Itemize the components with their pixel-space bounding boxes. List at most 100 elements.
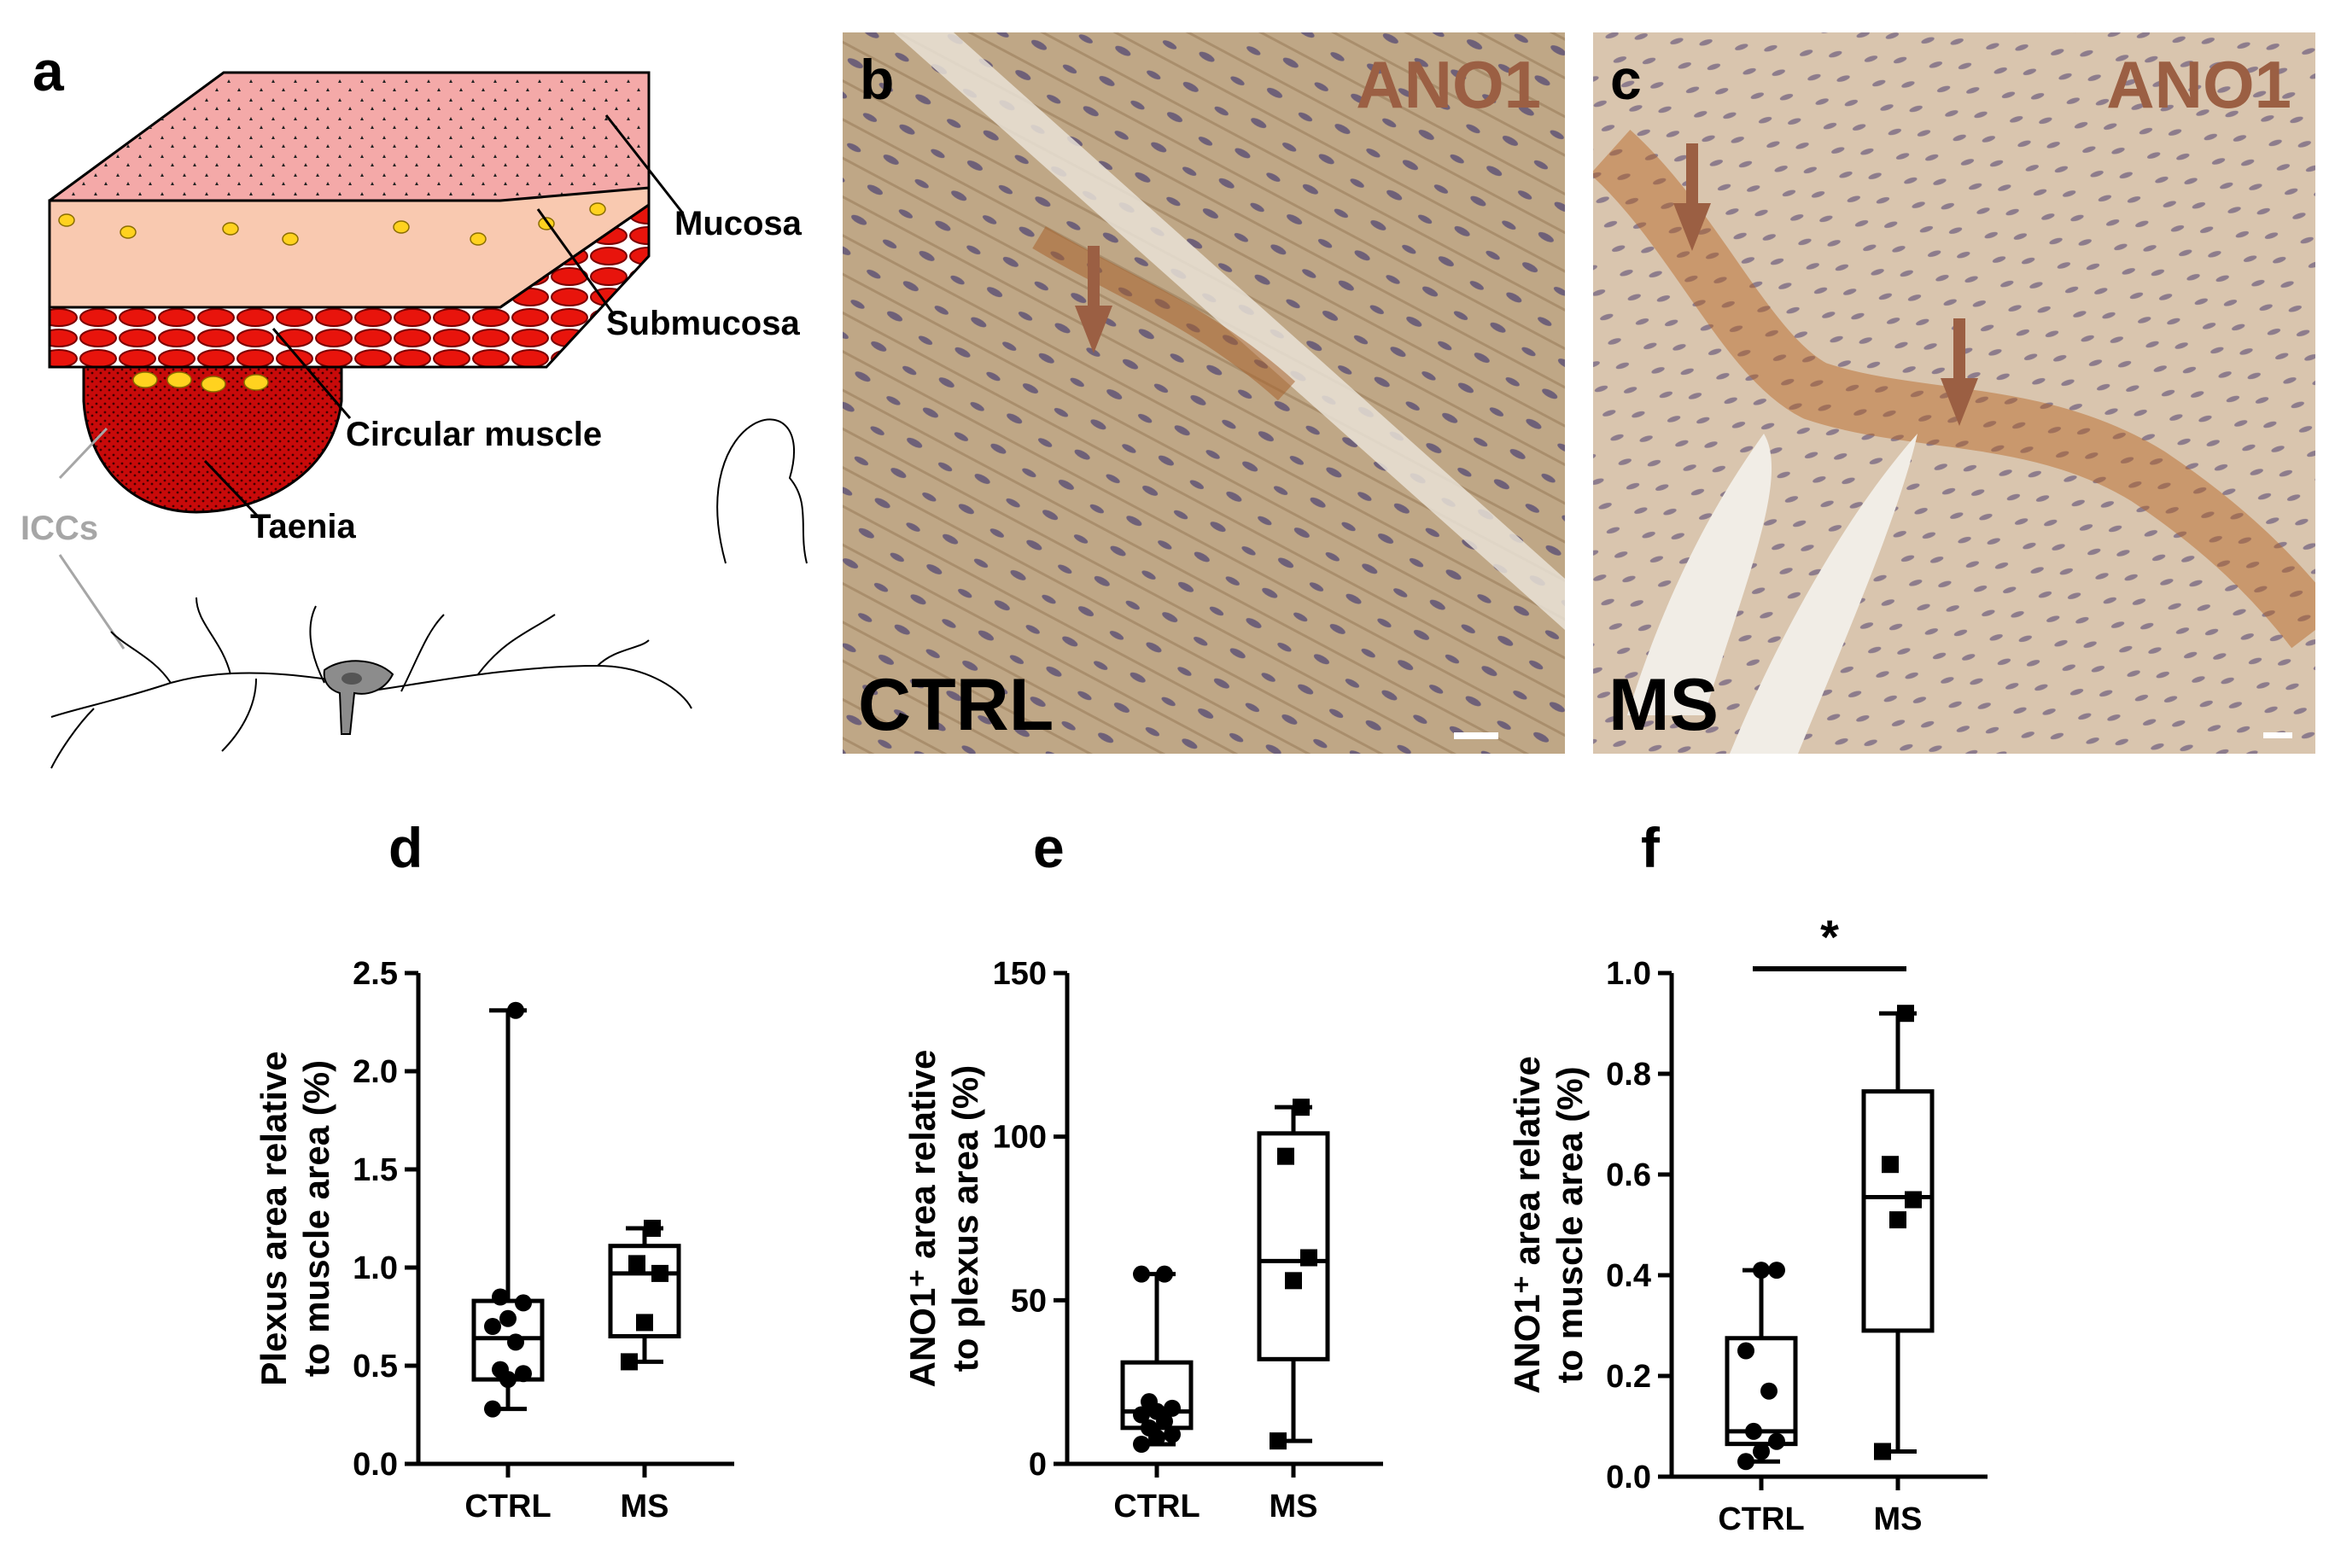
muscle-layer (48, 202, 651, 369)
submucosal-cells (58, 202, 606, 393)
stain-label-c: ANO1 (2106, 47, 2291, 122)
group-label-c: MS (1608, 664, 1719, 746)
y-axis-title-line: ANO1⁺ area relative (1507, 1056, 1547, 1394)
y-axis-title-line: Plexus area relative (254, 1051, 294, 1385)
arrow-icon-b (1075, 246, 1112, 353)
box-iqr (1257, 1131, 1330, 1361)
data-point (499, 1309, 517, 1327)
data-point (515, 1365, 532, 1383)
x-tick-label: CTRL (1718, 1501, 1804, 1537)
data-point (507, 1001, 524, 1019)
panel-letter-a: a (32, 39, 64, 102)
box-ms (608, 1220, 681, 1371)
icc-cell-body (323, 660, 394, 735)
panel-letter-f: f (1641, 816, 1660, 879)
x-tick-label: CTRL (1113, 1489, 1200, 1524)
y-tick-label: 100 (993, 1120, 1047, 1156)
panel-letter-e: e (1033, 816, 1065, 879)
y-axis-title-line: to muscle area (%) (296, 1060, 336, 1377)
colon-wall-diagram: Mucosa Submucosa Circular muscle Taenia … (20, 71, 808, 769)
data-point (507, 1333, 524, 1351)
data-point (1141, 1419, 1158, 1437)
data-point (1270, 1432, 1287, 1450)
data-point (1768, 1262, 1785, 1279)
y-tick-label: 0.8 (1606, 1057, 1651, 1093)
group-label-b: CTRL (858, 664, 1054, 746)
data-point (1164, 1399, 1181, 1417)
data-point (1874, 1443, 1891, 1460)
y-tick-label: 0.6 (1606, 1157, 1651, 1193)
box-ctrl (1725, 1262, 1798, 1471)
label-circular-muscle: Circular muscle (346, 416, 602, 453)
label-iccs: ICCs (20, 510, 98, 547)
tissue-image-c (1593, 32, 2315, 754)
chart-e: 0 50 100 150 CTRL MS ANO1⁺ area relative to ple… (902, 939, 1434, 1553)
box-iqr (1861, 1089, 1935, 1333)
y-tick-label: 0.4 (1606, 1258, 1651, 1294)
data-point (1753, 1443, 1770, 1460)
data-point (1905, 1191, 1922, 1209)
data-point (1141, 1393, 1158, 1411)
data-point (651, 1264, 668, 1282)
data-point (515, 1294, 532, 1312)
x-tick-label: CTRL (464, 1489, 551, 1524)
y-tick-label: 0.0 (353, 1447, 398, 1483)
y-tick-label: 0.5 (353, 1349, 398, 1384)
box-ctrl (471, 1001, 545, 1418)
y-tick-label: 1.5 (353, 1152, 398, 1188)
panel-letter-b: b (860, 48, 895, 111)
data-point (1753, 1262, 1770, 1279)
data-point (1164, 1425, 1181, 1443)
boxplot-e: 0 50 100 150 CTRL MS ANO1⁺ area relative to ple… (902, 956, 1383, 1524)
y-tick-label: 2.0 (353, 1054, 398, 1090)
y-tick-label: 0.0 (1606, 1460, 1651, 1495)
data-point (1737, 1342, 1754, 1360)
micrograph-b: b ANO1 CTRL (843, 32, 1565, 754)
data-point (1882, 1156, 1899, 1174)
data-point (492, 1361, 509, 1379)
arrow-icon-c-2 (1941, 318, 1978, 426)
y-tick-label: 1.0 (1606, 956, 1651, 992)
tissue-image-b (843, 32, 1565, 754)
label-taenia: Taenia (250, 508, 357, 545)
icc-cell-drawing (50, 597, 692, 769)
x-tick-label: MS (1874, 1501, 1923, 1537)
data-point (1745, 1422, 1762, 1440)
box-ms (1257, 1099, 1330, 1450)
y-tick-label: 50 (1011, 1283, 1047, 1319)
panel-letter-c: c (1610, 48, 1642, 111)
data-point (1133, 1406, 1150, 1424)
data-point (1760, 1382, 1778, 1400)
data-point (1156, 1265, 1173, 1283)
data-point (492, 1288, 509, 1306)
x-tick-label: MS (621, 1489, 669, 1524)
y-tick-label: 1.0 (353, 1250, 398, 1286)
y-tick-label: 150 (993, 956, 1047, 992)
boxplot-d: 0.0 0.5 1.0 1.5 2.0 2.5 CTRL MS Plexus area rela… (254, 956, 734, 1524)
y-axis-title-line: ANO1⁺ area relative (902, 1050, 943, 1388)
data-point (1300, 1249, 1317, 1267)
y-tick-label: 0 (1029, 1447, 1047, 1483)
micrograph-c: c ANO1 MS (1593, 32, 2315, 754)
data-point (484, 1318, 501, 1335)
y-axis-title: ANO1⁺ area relative to plexus area (%) (902, 1050, 985, 1388)
data-point (1768, 1432, 1785, 1450)
panel-letter-d: d (388, 816, 423, 879)
chart-d: 0.0 0.5 1.0 1.5 2.0 2.5 CTRL MS Plexus area rela… (254, 939, 785, 1553)
data-point (1277, 1147, 1294, 1165)
label-mucosa: Mucosa (674, 205, 803, 242)
y-axis-title: Plexus area relative to muscle area (%) (254, 1051, 336, 1385)
x-tick-label: MS (1270, 1489, 1318, 1524)
label-submucosa: Submucosa (606, 305, 800, 342)
data-point (1293, 1099, 1310, 1116)
data-point (1285, 1272, 1302, 1290)
data-point (621, 1353, 638, 1371)
boxplot-f: 0.0 0.2 0.4 0.6 0.8 1.0 CTRL MS ANO1⁺ area relat… (1507, 910, 1988, 1537)
data-point (636, 1314, 653, 1332)
data-point (628, 1255, 645, 1273)
chart-f: 0.0 0.2 0.4 0.6 0.8 1.0 CTRL MS ANO1⁺ area relat… (1507, 905, 2039, 1553)
y-tick-label: 2.5 (353, 956, 398, 992)
taenia-bundle (82, 365, 343, 514)
y-axis-title-line: to muscle area (%) (1550, 1066, 1590, 1383)
data-point (484, 1400, 501, 1418)
